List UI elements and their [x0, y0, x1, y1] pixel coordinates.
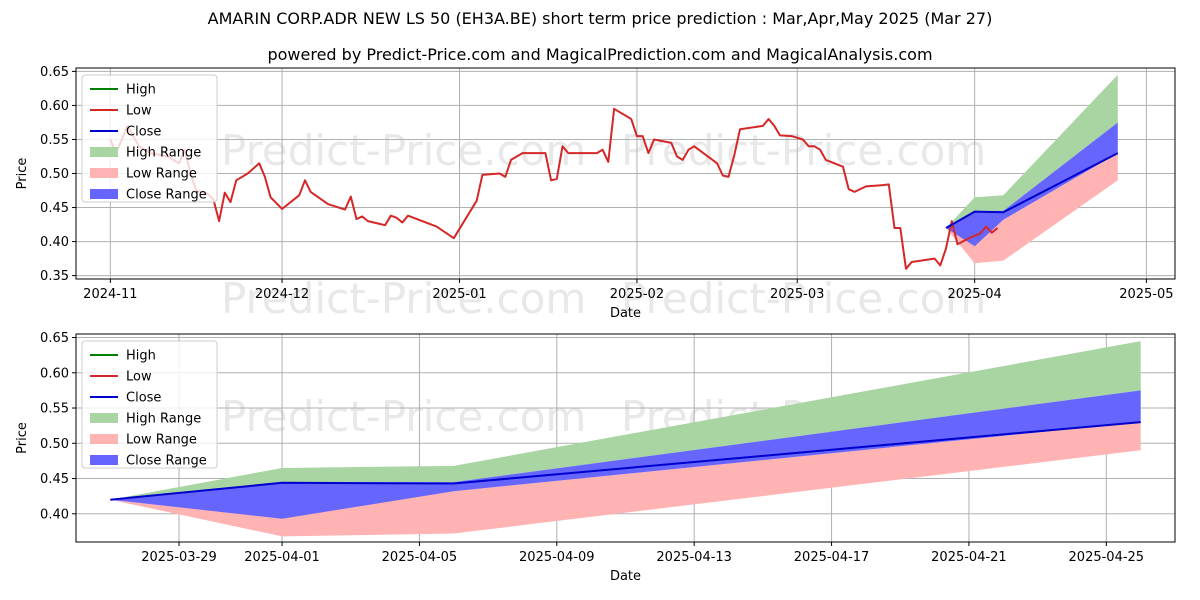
y-tick-label: 0.65: [40, 331, 69, 346]
legend: High Low Close High Range Low Range Close Ran…: [81, 340, 218, 469]
axes-frame: [75, 67, 1176, 280]
legend-label: Close Range: [126, 188, 207, 203]
x-tick-label: 2025-04-17: [794, 550, 870, 565]
legend-label: High Range: [126, 412, 201, 427]
x-tick-label: 2025-04-13: [656, 550, 732, 565]
legend-swatch: [90, 434, 118, 444]
y-tick-label: 0.40: [40, 507, 69, 522]
x-tick-label: 2025-03: [770, 287, 824, 302]
x-tick-label: 2025-04-01: [244, 550, 320, 565]
close-range-band: [946, 122, 1118, 247]
plot-area: [109, 74, 1119, 270]
x-axis-label: Date: [610, 306, 641, 321]
y-tick-label: 0.45: [40, 472, 69, 487]
chart-title: AMARIN CORP.ADR NEW LS 50 (EH3A.BE) shor…: [207, 9, 993, 28]
legend-label: Close: [126, 125, 161, 140]
close-line: [945, 152, 1119, 229]
high-range-band: [946, 74, 1118, 228]
x-tick-label: 2025-05: [1119, 287, 1173, 302]
x-tick-label: 2024-12: [255, 287, 309, 302]
x-tick-label: 2025-03-29: [141, 550, 217, 565]
legend-swatch: [90, 147, 118, 157]
y-tick-label: 0.60: [40, 366, 69, 381]
legend-label: Close: [126, 391, 161, 406]
x-tick-label: 2025-02: [610, 287, 664, 302]
legend-label: Close Range: [126, 454, 207, 469]
watermark: Predict-Price.com: [621, 274, 986, 323]
x-tick-label: 2025-04-25: [1069, 550, 1145, 565]
watermark: Predict-Price.com: [221, 126, 586, 175]
legend-label: Low: [126, 370, 152, 385]
legend-label: Low: [126, 104, 152, 119]
low-range-band: [110, 422, 1141, 537]
x-tick-label: 2025-04-09: [519, 550, 595, 565]
low-range-band: [946, 153, 1118, 264]
x-tick-label: 2025-04-05: [382, 550, 458, 565]
close-range-band: [110, 390, 1141, 519]
close-line: [110, 421, 1141, 501]
watermark: Predict-Price.com: [621, 126, 986, 175]
x-tick-label: 2024-11: [83, 287, 137, 302]
legend-label: Low Range: [126, 433, 197, 448]
chart-panel-1: Predict-Price.com Predict-Price.com Predic…: [15, 65, 1176, 323]
plot-area: [110, 341, 1141, 537]
legend: High Low Close High Range Low Range Close Ran…: [81, 74, 218, 203]
y-tick-label: 0.55: [40, 133, 69, 148]
y-tick-label: 0.55: [40, 402, 69, 417]
x-tick-label: 2025-04: [947, 287, 1001, 302]
y-tick-label: 0.65: [40, 65, 69, 80]
legend-label: Low Range: [126, 167, 197, 182]
y-tick-label: 0.40: [40, 235, 69, 250]
y-tick-label: 0.50: [40, 437, 69, 452]
axes-frame: [75, 333, 1176, 543]
low-line: [109, 107, 999, 270]
legend-label: High: [126, 349, 156, 364]
legend-label: High Range: [126, 146, 201, 161]
y-tick-label: 0.60: [40, 99, 69, 114]
legend-swatch: [90, 168, 118, 178]
legend-swatch: [90, 189, 118, 199]
legend-swatch: [90, 413, 118, 423]
chart-subtitle: powered by Predict-Price.com and Magical…: [267, 45, 933, 64]
x-axis-label: Date: [610, 569, 641, 584]
x-tick-label: 2025-01: [432, 287, 486, 302]
y-tick-label: 0.50: [40, 167, 69, 182]
chart-panel-2: Predict-Price.comPredict-Price.com2025-0…: [15, 331, 1176, 584]
high-range-band: [110, 341, 1141, 500]
y-axis-label: Price: [15, 158, 30, 190]
legend-label: High: [126, 83, 156, 98]
watermark: Predict-Price.com: [221, 392, 586, 441]
y-axis-label: Price: [15, 422, 30, 454]
legend-swatch: [90, 455, 118, 465]
x-tick-label: 2025-04-21: [931, 550, 1007, 565]
y-tick-label: 0.35: [40, 269, 69, 284]
y-tick-label: 0.45: [40, 201, 69, 216]
